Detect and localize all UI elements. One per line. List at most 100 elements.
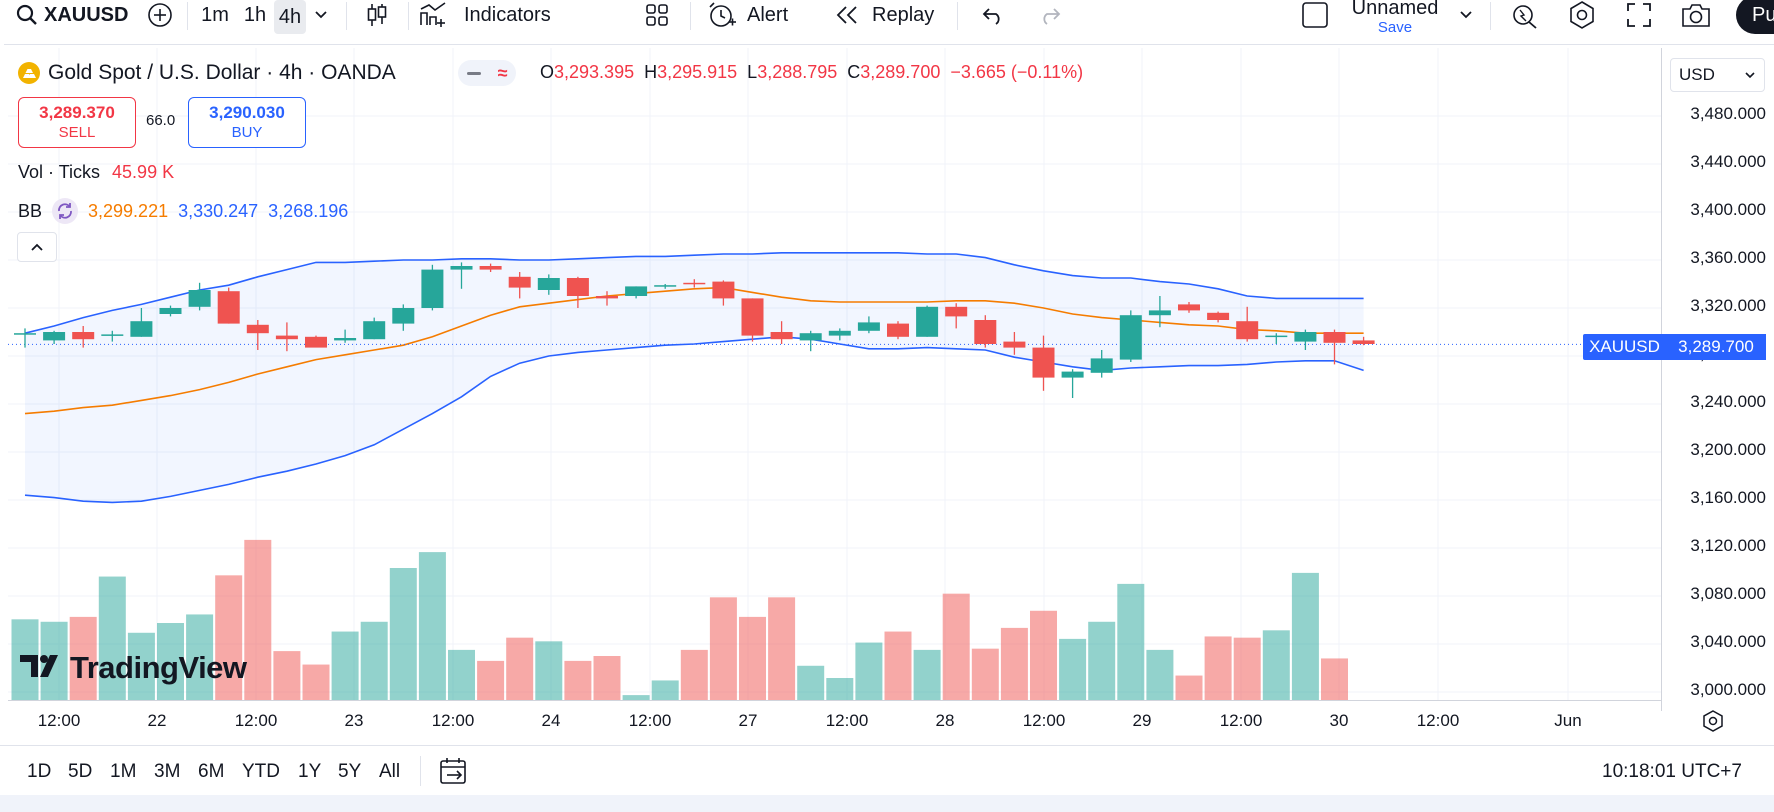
compare-symbol-button[interactable]	[145, 0, 175, 30]
candle-body	[421, 269, 444, 308]
bollinger-lower-value: 3,268.196	[268, 200, 349, 221]
chevron-down-icon	[314, 10, 328, 20]
range-all-button[interactable]: All	[379, 761, 401, 782]
candle-body	[1265, 335, 1288, 338]
interval-1h-button[interactable]: 1h	[238, 0, 272, 30]
go-to-date-button[interactable]	[438, 756, 470, 786]
indicators-button[interactable]: Indicators	[418, 0, 551, 30]
interval-label: 1m	[201, 3, 229, 26]
search-icon	[16, 4, 38, 26]
volume-legend-label: Vol · Ticks	[18, 162, 101, 182]
volume-bar	[1146, 649, 1174, 700]
candle-body	[974, 320, 997, 344]
interval-4h-button[interactable]: 4h	[274, 0, 306, 34]
range-1m-button[interactable]: 1M	[110, 761, 137, 782]
calendar-arrow-icon	[439, 757, 469, 785]
top-toolbar: XAUUSD 1m 1h 4h Indicators	[0, 0, 1774, 44]
refresh-icon[interactable]	[52, 198, 79, 224]
chart-type-button[interactable]	[360, 0, 394, 30]
replay-button[interactable]: Replay	[834, 0, 934, 30]
buy-button[interactable]: 3,290.030 BUY	[188, 97, 306, 148]
range-1d-button[interactable]: 1D	[27, 761, 52, 782]
candle-body	[392, 308, 415, 324]
candle-body	[799, 333, 822, 341]
candle-body	[130, 321, 153, 337]
volume-bar	[1204, 636, 1232, 700]
layout-name-button[interactable]: Unnamed Save	[1345, 0, 1445, 36]
volume-bar	[797, 665, 825, 700]
range-5d-button[interactable]: 5D	[68, 761, 93, 782]
fullscreen-button[interactable]	[1622, 0, 1656, 30]
sell-button[interactable]: 3,289.370 SELL	[18, 97, 136, 148]
layout-dropdown[interactable]	[1455, 0, 1477, 30]
gear-icon	[1567, 0, 1597, 30]
interval-1m-button[interactable]: 1m	[196, 0, 234, 30]
volume-legend[interactable]: Vol · Ticks 45.99 K	[18, 162, 174, 183]
undo-button[interactable]	[978, 0, 1008, 30]
settings-button[interactable]	[1565, 0, 1599, 30]
time-axis-label: 24	[541, 711, 561, 730]
volume-bar	[768, 597, 796, 700]
ohlc-value: 3,289.700	[860, 62, 941, 82]
bollinger-legend-label: BB	[18, 200, 43, 221]
candle-body	[1090, 358, 1113, 373]
gold-bars-icon	[18, 62, 40, 84]
candle-body	[828, 330, 851, 336]
range-3m-button[interactable]: 3M	[154, 761, 181, 782]
bollinger-legend[interactable]: BB 3,299.221 3,330.247 3,268.196	[18, 198, 348, 224]
snapshot-button[interactable]	[1678, 0, 1714, 30]
buy-label: BUY	[231, 124, 263, 141]
indicator-templates-button[interactable]	[642, 0, 672, 30]
time-axis-settings-button[interactable]	[1700, 708, 1726, 734]
volume-bar	[1117, 583, 1145, 700]
toolbar-divider	[346, 2, 347, 30]
publish-button[interactable]: Pu	[1736, 0, 1774, 34]
candle-body	[275, 335, 298, 340]
alert-button[interactable]: Alert	[707, 0, 788, 30]
range-5y-button[interactable]: 5Y	[338, 761, 362, 782]
range-6m-button[interactable]: 6M	[198, 761, 225, 782]
volume-bar	[1059, 638, 1087, 700]
quick-search-button[interactable]	[1508, 0, 1542, 30]
collapse-legend-button[interactable]	[17, 232, 57, 262]
range-ytd-button[interactable]: YTD	[242, 761, 280, 782]
tradingview-logo-icon	[20, 653, 64, 684]
candle-body	[1148, 310, 1171, 316]
last-price-tag: 3,289.700	[1666, 334, 1766, 360]
camera-icon	[1680, 2, 1712, 28]
plus-circle-icon	[147, 2, 173, 28]
time-axis-label: 12:00	[1416, 711, 1460, 730]
price-scale-label: 3,400.000	[1690, 200, 1766, 219]
candle-body	[712, 281, 735, 299]
price-scale-label: 3,320.000	[1690, 296, 1766, 315]
range-1y-button[interactable]: 1Y	[298, 761, 322, 782]
undo-icon	[981, 5, 1005, 25]
indicators-icon	[418, 1, 448, 29]
layout-name: Unnamed	[1351, 0, 1439, 19]
symbol-search[interactable]: XAUUSD	[16, 0, 128, 30]
volume-bar	[739, 616, 766, 700]
symbol-legend[interactable]: Gold Spot / U.S. Dollar · 4h · OANDA	[18, 60, 396, 86]
layout-button[interactable]	[1300, 0, 1330, 30]
volume-bar	[273, 651, 301, 700]
volume-bar	[1030, 610, 1057, 700]
price-scale-divider	[1661, 48, 1662, 711]
volume-bar	[913, 649, 941, 700]
redo-button[interactable]	[1035, 0, 1065, 30]
time-axis-label: 12:00	[234, 711, 278, 730]
volume-bar	[651, 680, 679, 700]
candle-body	[654, 285, 677, 287]
candlesticks	[14, 262, 1375, 398]
candle-body	[479, 266, 502, 270]
interval-dropdown[interactable]	[310, 0, 332, 30]
toolbar-divider	[187, 2, 188, 30]
legend-toggle-pill[interactable]: ≈	[458, 60, 516, 86]
currency-select[interactable]: USD	[1670, 58, 1765, 92]
ohlc-high: H3,295.915	[644, 62, 737, 86]
price-scale-label: 3,000.000	[1690, 680, 1766, 699]
candle-body	[537, 278, 560, 290]
clock-timezone[interactable]: 10:18:01 UTC+7	[1602, 761, 1742, 782]
gear-icon	[1701, 709, 1725, 733]
